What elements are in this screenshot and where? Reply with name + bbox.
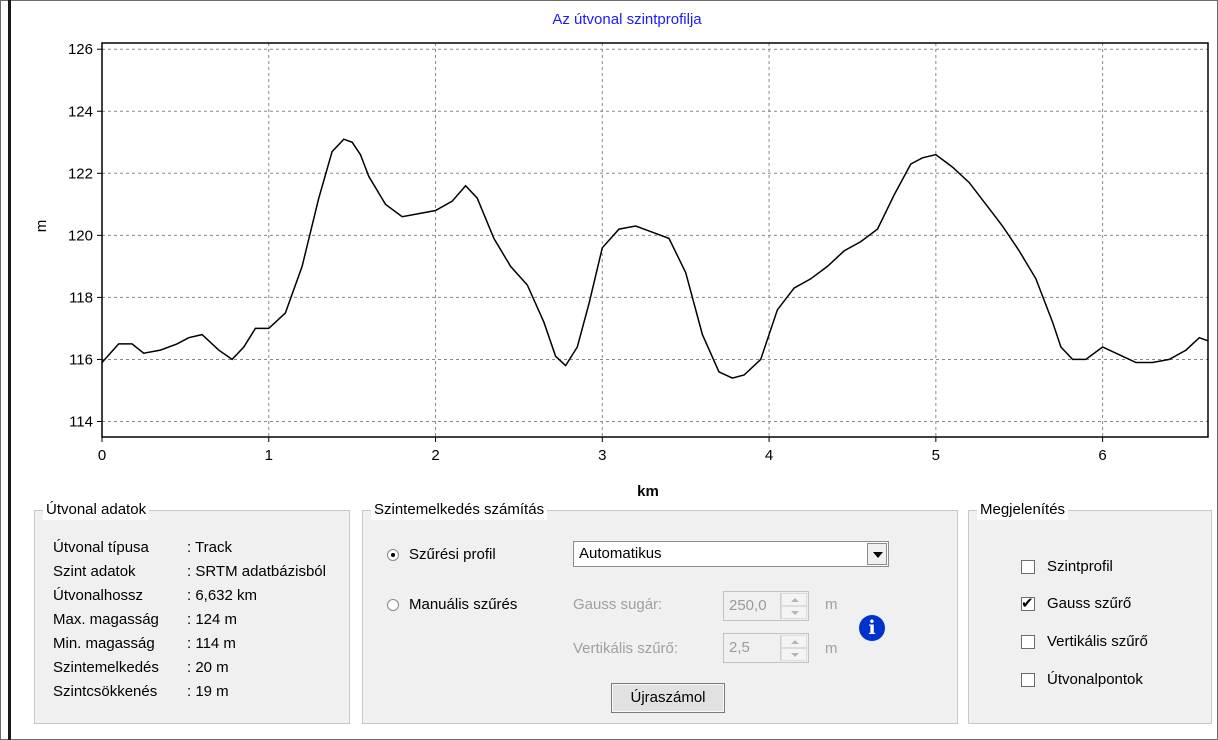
gauss-radius-value: 250,0: [729, 597, 767, 614]
filter-profile-value: Automatikus: [579, 545, 662, 562]
vertical-filter-label: Vertikális szűrő:: [573, 640, 679, 657]
elevation-gain-value: : 20 m: [187, 659, 229, 676]
max-elevation-row: Max. magasság : 124 m: [53, 609, 237, 631]
elevation-loss-value: : 19 m: [187, 683, 229, 700]
chevron-down-icon[interactable]: [867, 543, 887, 565]
stepper-up-icon[interactable]: [781, 635, 807, 648]
vertical-filter-value: 2,5: [729, 639, 750, 656]
manual-filter-radio[interactable]: [387, 599, 399, 611]
elevation-loss-row: Szintcsökkenés : 19 m: [53, 681, 229, 703]
display-title: Megjelenítés: [977, 500, 1069, 520]
chart-grid: [102, 43, 1208, 437]
x-tick-label: 0: [98, 447, 106, 464]
vertical-filter-stepper[interactable]: 2,5: [723, 633, 809, 663]
elevation-profile-checkbox[interactable]: [1021, 560, 1035, 574]
display-group: Megjelenítés Szintprofil ✔ Gauss szűrő V…: [968, 500, 1212, 724]
y-tick-label: 114: [69, 413, 93, 430]
elevation-series-line: [101, 138, 1209, 379]
elevation-gain-row: Szintemelkedés : 20 m: [53, 657, 229, 679]
radio-selected-dot: [391, 553, 395, 557]
stepper-down-icon[interactable]: [781, 606, 807, 619]
filter-profile-radio[interactable]: [387, 549, 399, 561]
route-points-checkbox[interactable]: [1021, 673, 1035, 687]
vertical-filter-unit: m: [825, 640, 838, 657]
elevation-source-value: : SRTM adatbázisból: [187, 563, 326, 580]
stepper-buttons: [780, 635, 807, 661]
x-tick-label: 3: [598, 447, 606, 464]
stepper-buttons: [780, 593, 807, 619]
route-type-label: Útvonal típusa: [53, 539, 149, 556]
gauss-filter-checkbox[interactable]: ✔: [1021, 594, 1035, 612]
elevation-calc-group: Szintemelkedés számítás Szűrési profil M…: [362, 500, 958, 724]
gauss-radius-stepper[interactable]: 250,0: [723, 591, 809, 621]
chart-title: Az útvonal szintprofilja: [552, 11, 702, 28]
x-tick-label: 4: [765, 447, 773, 464]
plot-area: [101, 42, 1209, 438]
x-tick-label: 2: [431, 447, 439, 464]
stepper-down-icon[interactable]: [781, 648, 807, 661]
route-type-row: Útvonal típusa : Track: [53, 537, 232, 559]
y-tick-label: 118: [69, 289, 93, 306]
elevation-gain-label: Szintemelkedés: [53, 659, 159, 676]
route-length-value: : 6,632 km: [187, 587, 258, 604]
y-tick-label: 124: [68, 103, 93, 120]
filter-profile-label[interactable]: Szűrési profil: [409, 546, 496, 563]
vertical-filter-option-label[interactable]: Vertikális szűrő: [1047, 633, 1148, 650]
x-tick-label: 6: [1098, 447, 1106, 464]
window-edge: [8, 0, 11, 740]
elevation-loss-label: Szintcsökkenés: [53, 683, 158, 700]
filter-profile-select[interactable]: Automatikus: [573, 541, 889, 567]
info-icon[interactable]: i: [859, 615, 885, 641]
y-tick-label: 122: [68, 165, 93, 182]
elevation-calc-title: Szintemelkedés számítás: [371, 500, 548, 520]
manual-filter-label[interactable]: Manuális szűrés: [409, 596, 518, 613]
vertical-filter-checkbox[interactable]: [1021, 635, 1035, 649]
elevation-chart: Az útvonal szintprofilja 0 1 2 3 4 5 6 114 116 11…: [33, 11, 1209, 500]
chart-ticks: 0 1 2 3 4 5 6 114 116 118 120 122 124 126: [68, 41, 1107, 464]
gauss-filter-label[interactable]: Gauss szűrő: [1047, 595, 1132, 612]
elevation-profile-label[interactable]: Szintprofil: [1047, 558, 1113, 575]
route-points-label[interactable]: Útvonalpontok: [1047, 671, 1143, 688]
max-elevation-label: Max. magasság: [53, 611, 159, 628]
x-axis-label: km: [637, 483, 659, 500]
route-length-label: Útvonalhossz: [53, 587, 144, 604]
y-tick-label: 126: [68, 41, 93, 58]
elevation-source-label: Szint adatok: [53, 563, 136, 580]
route-type-value: : Track: [187, 539, 233, 556]
y-axis-label: m: [33, 220, 50, 233]
recalculate-button[interactable]: Újraszámol: [611, 683, 725, 713]
gauss-radius-label: Gauss sugár:: [573, 596, 663, 613]
min-elevation-label: Min. magasság: [53, 635, 155, 652]
x-tick-label: 5: [932, 447, 940, 464]
route-data-title: Útvonal adatok: [43, 500, 150, 520]
x-tick-label: 1: [265, 447, 273, 464]
max-elevation-value: : 124 m: [187, 611, 238, 628]
min-elevation-value: : 114 m: [187, 635, 236, 652]
gauss-radius-unit: m: [825, 596, 838, 613]
elevation-source-row: Szint adatok : SRTM adatbázisból: [53, 561, 326, 583]
route-data-group: Útvonal adatok Útvonal típusa : Track Szi…: [34, 500, 350, 724]
min-elevation-row: Min. magasság : 114 m: [53, 633, 236, 655]
y-tick-label: 120: [68, 227, 93, 244]
y-tick-label: 116: [69, 351, 93, 368]
route-length-row: Útvonalhossz : 6,632 km: [53, 585, 257, 607]
stepper-up-icon[interactable]: [781, 593, 807, 606]
checkmark-icon: ✔: [1021, 594, 1034, 612]
